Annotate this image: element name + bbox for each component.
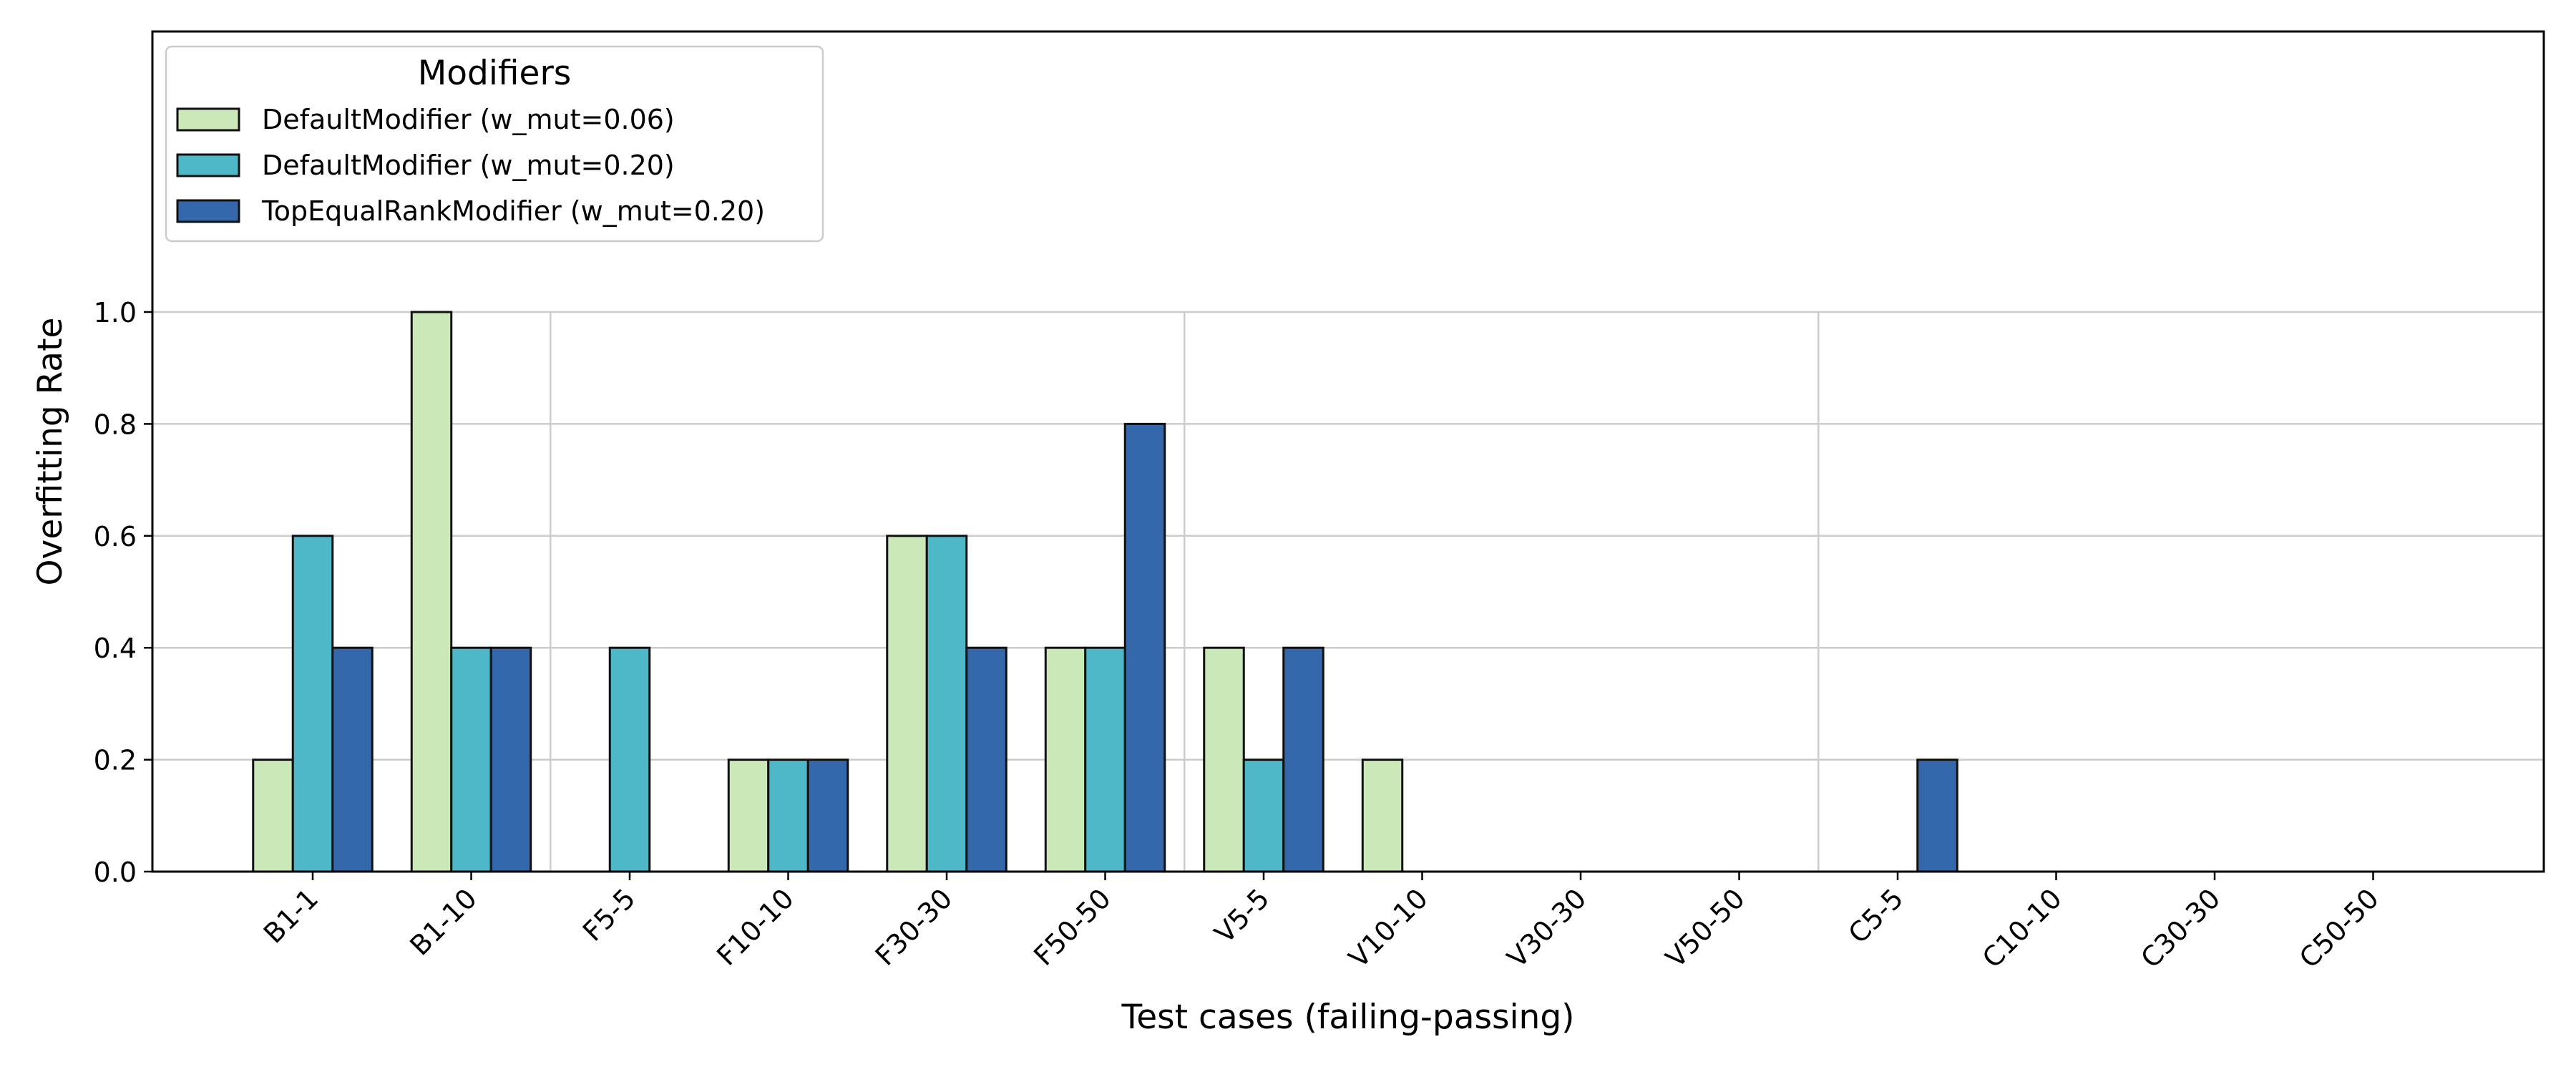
plot-area-frame (151, 30, 2545, 873)
x-tick-label: F50-50 (1028, 882, 1117, 972)
bar-F5-5-series-2 (608, 646, 651, 873)
bar-C5-5-series-3 (1916, 759, 1958, 873)
x-tick-label: V10-10 (1342, 882, 1434, 974)
legend-swatch (176, 199, 240, 223)
x-tick-label: C5-5 (1843, 882, 1910, 950)
x-tick-label: V5-5 (1209, 882, 1275, 949)
legend: Modifiers DefaultModifier (w_mut=0.06)De… (165, 45, 824, 243)
y-tick-label: 0.8 (94, 409, 137, 440)
x-tick-label: C10-10 (1976, 882, 2068, 974)
bar-F50-50-series-3 (1123, 422, 1166, 873)
legend-entries: DefaultModifier (w_mut=0.06) DefaultModif… (176, 104, 765, 227)
bar-F50-50-series-2 (1084, 646, 1126, 873)
legend-entry-label: DefaultModifier (w_mut=0.06) (262, 104, 675, 135)
bar-B1-10-series-3 (489, 646, 532, 873)
bar-F50-50-series-1 (1044, 646, 1087, 873)
x-tick-label: C50-50 (2293, 882, 2385, 974)
bar-V5-5-series-3 (1282, 646, 1324, 873)
bars (252, 311, 1958, 873)
legend-box (165, 45, 824, 243)
bar-F30-30-series-3 (965, 646, 1008, 873)
legend-entry-label: TopEqualRankModifier (w_mut=0.20) (261, 195, 765, 227)
x-tick-label: C30-30 (2135, 882, 2226, 974)
x-tick-label: F5-5 (577, 882, 641, 947)
legend-entry-label: DefaultModifier (w_mut=0.20) (262, 150, 675, 181)
bar-B1-10-series-1 (410, 311, 453, 873)
x-axis-label: Test cases (failing-passing) (1121, 998, 1574, 1037)
x-axis-ticks: B1-1 B1-10 F5-5 F10-10 F30-30 F50-50 V5-5 V10-1… (258, 872, 2385, 974)
x-tick-label: B1-1 (258, 882, 324, 949)
bar-F10-10-series-1 (727, 759, 770, 873)
y-axis-label: Overfitting Rate (31, 318, 70, 586)
y-axis-ticks: 0.0 0.2 0.4 0.6 0.8 1.0 (94, 297, 152, 888)
bar-B1-1-series-1 (252, 759, 294, 873)
x-tick-label: V50-50 (1659, 882, 1751, 974)
bar-V5-5-series-2 (1242, 759, 1285, 873)
legend-swatch (176, 153, 240, 177)
bar-B1-1-series-2 (291, 535, 334, 873)
y-tick-label: 0.6 (94, 521, 137, 552)
bar-F10-10-series-2 (767, 759, 809, 873)
bar-B1-1-series-3 (331, 646, 374, 873)
x-tick-label: F10-10 (711, 882, 800, 972)
legend-title: Modifiers (418, 54, 572, 93)
x-tick-label: F30-30 (869, 882, 959, 972)
y-tick-label: 1.0 (94, 297, 137, 328)
bar-F30-30-series-1 (886, 535, 928, 873)
legend-swatch (176, 107, 240, 132)
y-tick-label: 0.4 (94, 633, 137, 664)
bar-F10-10-series-3 (806, 759, 849, 873)
y-tick-label: 0.0 (94, 857, 137, 888)
x-tick-label: V30-30 (1501, 882, 1593, 974)
bar-V5-5-series-1 (1203, 646, 1245, 873)
y-tick-label: 0.2 (94, 745, 137, 776)
bar-F30-30-series-2 (925, 535, 968, 873)
bar-B1-10-series-2 (450, 646, 492, 873)
bar-V10-10-series-1 (1361, 759, 1404, 873)
x-tick-label: B1-10 (404, 882, 483, 962)
